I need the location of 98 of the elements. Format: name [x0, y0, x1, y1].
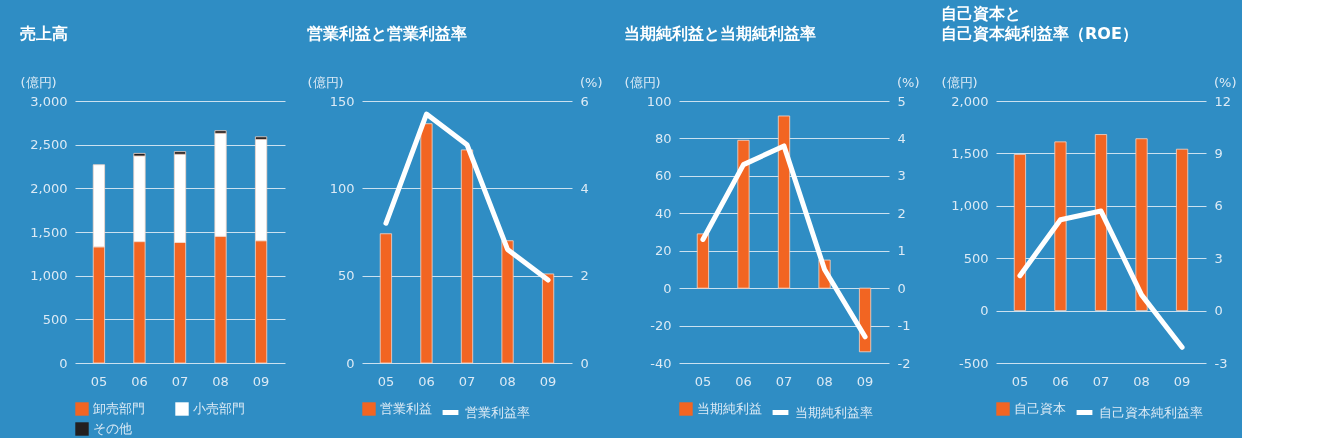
y2-tick-label: 2 — [580, 268, 589, 284]
y-tick-label: 500 — [42, 311, 68, 327]
text: 自己資本と — [941, 4, 1021, 23]
x-tick-label: 08 — [212, 373, 229, 389]
x-tick-label: 09 — [1173, 373, 1191, 389]
y-tick-label: 0 — [346, 355, 355, 371]
x-tick-label: 09 — [856, 373, 874, 389]
x-tick-label: 06 — [418, 373, 435, 389]
bar — [859, 287, 872, 353]
chart-title: 営業利益と営業利益率 — [307, 24, 467, 43]
y-tick-label: 1,500 — [951, 145, 989, 161]
y2-tick-label: 6 — [1214, 198, 1223, 214]
legend-label: 小売部門 — [193, 401, 245, 416]
y-tick-label: 0 — [59, 355, 68, 371]
text: 営業利益 — [380, 401, 432, 416]
bar — [1094, 134, 1108, 311]
bar — [460, 149, 474, 364]
y2-axis-title: (%) — [580, 74, 603, 90]
x-tick-label: 05 — [694, 373, 712, 389]
chart-title: 当期純利益と当期純利益率 — [624, 24, 816, 43]
y-tick-label: 0 — [663, 280, 672, 296]
y2-tick-label: -1 — [897, 318, 911, 334]
y2-axis-title: (%) — [897, 74, 920, 90]
y-tick-label: 50 — [337, 268, 355, 284]
legend-label: 自己資本純利益率 — [1099, 404, 1203, 420]
bar — [737, 139, 750, 289]
y-tick-label: 3,000 — [30, 93, 68, 109]
bar — [1054, 141, 1067, 311]
x-tick-label: 05 — [1011, 373, 1029, 389]
y-tick-label: 1,500 — [30, 224, 68, 240]
bar — [542, 273, 555, 364]
legend-label: 当期純利益率 — [795, 404, 873, 420]
bar — [1176, 148, 1189, 311]
y2-tick-label: 5 — [897, 93, 906, 109]
legend-label: 卸売部門 — [93, 401, 145, 416]
y2-tick-label: 4 — [580, 180, 589, 196]
y-tick-label: 150 — [329, 93, 355, 109]
x-tick-label: 06 — [1052, 373, 1069, 389]
y-tick-label: -500 — [958, 355, 989, 371]
bar — [501, 240, 514, 364]
y2-tick-label: 12 — [1214, 93, 1232, 109]
legend-label: 営業利益率 — [465, 404, 530, 420]
legend-label: 自己資本 — [1014, 401, 1066, 416]
y-axis-title: (億円) — [941, 74, 978, 90]
y2-axis-title: (%) — [1214, 74, 1237, 90]
y-tick-label: 2,500 — [30, 137, 68, 153]
y-tick-label: 20 — [654, 243, 672, 259]
y-tick-label: 2,000 — [951, 93, 989, 109]
text: 自己資本純利益率（ROE） — [941, 24, 1138, 43]
y-axis-title: (億円) — [20, 74, 57, 90]
bar — [696, 233, 709, 289]
y-tick-label: 40 — [654, 205, 672, 221]
y-tick-label: 0 — [980, 303, 989, 319]
x-tick-label: 09 — [252, 373, 270, 389]
y-tick-label: 100 — [329, 180, 355, 196]
x-tick-label: 06 — [131, 373, 148, 389]
legend-label: 当期純利益 — [697, 401, 762, 416]
y2-tick-label: -2 — [897, 355, 911, 371]
x-tick-label: 08 — [499, 373, 516, 389]
y-tick-label: 60 — [654, 168, 672, 184]
x-tick-label: 09 — [539, 373, 557, 389]
y-axis-title: (億円) — [307, 74, 344, 90]
y2-tick-label: 0 — [580, 355, 589, 371]
x-tick-label: 05 — [90, 373, 108, 389]
y2-tick-label: 2 — [897, 205, 906, 221]
y2-tick-label: 3 — [897, 168, 906, 184]
y2-tick-label: -3 — [1214, 355, 1228, 371]
y-tick-label: 2,000 — [30, 180, 68, 196]
chart-title: 売上高 — [20, 24, 68, 43]
y2-tick-label: 9 — [1214, 145, 1223, 161]
bar — [420, 123, 433, 364]
y2-tick-label: 4 — [897, 130, 906, 146]
y2-tick-label: 3 — [1214, 250, 1223, 266]
bar — [1135, 138, 1148, 311]
bar — [777, 115, 791, 289]
x-tick-label: 07 — [775, 373, 793, 389]
y-tick-label: 1,000 — [30, 268, 68, 284]
y-tick-label: 100 — [646, 93, 672, 109]
x-tick-label: 08 — [1133, 373, 1150, 389]
y-axis-title: (億円) — [624, 74, 661, 90]
y2-tick-label: 6 — [580, 93, 589, 109]
y-tick-label: 80 — [654, 130, 672, 146]
bar — [1013, 154, 1026, 311]
y2-tick-label: 0 — [1214, 303, 1223, 319]
legend-label: その他 — [93, 421, 132, 436]
x-tick-label: 07 — [1092, 373, 1110, 389]
y-tick-label: -40 — [650, 355, 672, 371]
y-tick-label: 500 — [963, 250, 989, 266]
y2-tick-label: 0 — [897, 280, 906, 296]
x-tick-label: 06 — [735, 373, 752, 389]
x-tick-label: 05 — [377, 373, 395, 389]
y-tick-label: 1,000 — [951, 198, 989, 214]
bar — [379, 233, 392, 364]
y-tick-label: -20 — [650, 318, 672, 334]
y2-tick-label: 1 — [897, 243, 906, 259]
x-tick-label: 07 — [171, 373, 189, 389]
x-tick-label: 07 — [458, 373, 476, 389]
x-tick-label: 08 — [816, 373, 833, 389]
